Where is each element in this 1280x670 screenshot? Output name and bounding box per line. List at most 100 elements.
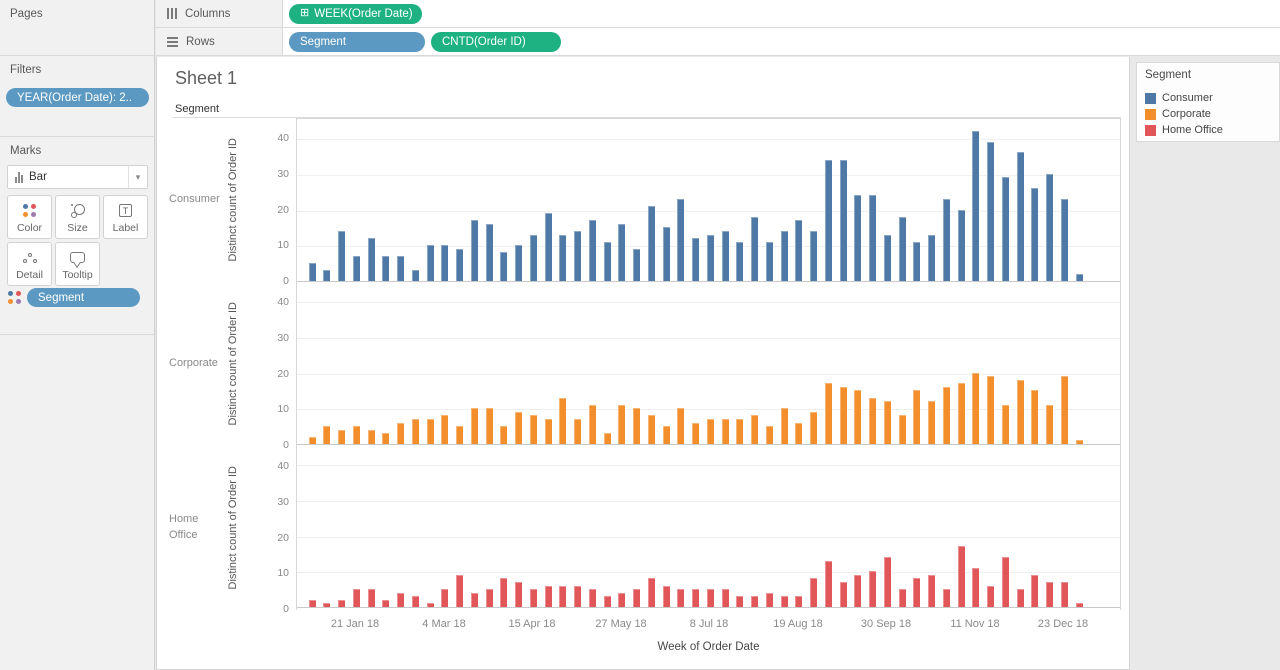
bar[interactable] (825, 561, 832, 607)
bar[interactable] (471, 408, 478, 444)
bar[interactable] (441, 589, 448, 607)
legend-item[interactable]: Home Office (1145, 122, 1275, 138)
bar[interactable] (810, 578, 817, 607)
bar[interactable] (972, 131, 979, 281)
bar[interactable] (456, 575, 463, 607)
bar[interactable] (323, 426, 330, 444)
bar[interactable] (692, 589, 699, 607)
legend-item[interactable]: Corporate (1145, 106, 1275, 122)
expand-plus-icon[interactable]: ⊞ (300, 7, 310, 19)
bar[interactable] (441, 245, 448, 281)
bar[interactable] (427, 245, 434, 281)
bar[interactable] (1017, 589, 1024, 607)
bar[interactable] (486, 224, 493, 281)
pill-segment[interactable]: Segment (289, 31, 425, 52)
bar[interactable] (987, 586, 994, 607)
marks-pill-segment[interactable]: Segment (27, 288, 140, 307)
bar[interactable] (854, 195, 861, 281)
bar[interactable] (648, 415, 655, 444)
bar[interactable] (559, 586, 566, 607)
bar[interactable] (309, 437, 316, 444)
bar[interactable] (1002, 557, 1009, 607)
bar[interactable] (854, 575, 861, 607)
bar[interactable] (1076, 274, 1083, 281)
bar[interactable] (397, 593, 404, 607)
bar[interactable] (913, 242, 920, 281)
bar[interactable] (766, 426, 773, 444)
bar[interactable] (309, 600, 316, 607)
bar[interactable] (353, 589, 360, 607)
bar[interactable] (368, 589, 375, 607)
marks-button-color[interactable]: Color (7, 195, 52, 239)
bar[interactable] (884, 401, 891, 444)
bar[interactable] (736, 419, 743, 444)
bar[interactable] (323, 603, 330, 607)
bar[interactable] (353, 426, 360, 444)
bar[interactable] (677, 589, 684, 607)
bar[interactable] (648, 206, 655, 281)
bar[interactable] (353, 256, 360, 281)
bar[interactable] (854, 390, 861, 444)
bar[interactable] (722, 589, 729, 607)
rows-shelf[interactable]: Rows Segment CNTD(Order ID) (156, 28, 1280, 56)
marks-button-detail[interactable]: Detail (7, 242, 52, 286)
bar[interactable] (1061, 582, 1068, 607)
bar[interactable] (1031, 390, 1038, 444)
bar[interactable] (795, 220, 802, 281)
bar[interactable] (899, 217, 906, 281)
bar[interactable] (692, 423, 699, 444)
bar[interactable] (928, 575, 935, 607)
bar[interactable] (515, 582, 522, 607)
bar[interactable] (604, 242, 611, 281)
legend-item[interactable]: Consumer (1145, 90, 1275, 106)
bar[interactable] (899, 415, 906, 444)
bar[interactable] (500, 426, 507, 444)
bar[interactable] (574, 419, 581, 444)
bar[interactable] (382, 256, 389, 281)
bar[interactable] (500, 252, 507, 281)
bar[interactable] (545, 213, 552, 281)
bar[interactable] (618, 593, 625, 607)
bar[interactable] (736, 596, 743, 607)
bar[interactable] (707, 419, 714, 444)
bar[interactable] (972, 373, 979, 444)
bar[interactable] (1002, 177, 1009, 281)
bar[interactable] (884, 235, 891, 281)
bar[interactable] (781, 408, 788, 444)
bar[interactable] (722, 419, 729, 444)
bar[interactable] (559, 235, 566, 281)
bar[interactable] (751, 596, 758, 607)
filters-shelf[interactable]: Filters YEAR(Order Date): 2.. (0, 56, 155, 137)
bar[interactable] (559, 398, 566, 444)
bar[interactable] (500, 578, 507, 607)
bar[interactable] (958, 383, 965, 444)
bar[interactable] (633, 249, 640, 281)
pill-cntd-order-id[interactable]: CNTD(Order ID) (431, 31, 561, 52)
bar[interactable] (781, 596, 788, 607)
bar[interactable] (692, 238, 699, 281)
bar[interactable] (515, 245, 522, 281)
bar[interactable] (928, 235, 935, 281)
bar[interactable] (869, 195, 876, 281)
mark-type-dropdown[interactable]: Bar ▾ (7, 165, 148, 189)
bar[interactable] (840, 160, 847, 281)
bar[interactable] (707, 235, 714, 281)
bar[interactable] (633, 408, 640, 444)
bar[interactable] (677, 199, 684, 281)
marks-button-tooltip[interactable]: Tooltip (55, 242, 100, 286)
bar[interactable] (943, 589, 950, 607)
bar[interactable] (382, 433, 389, 444)
bar[interactable] (707, 589, 714, 607)
bar[interactable] (795, 423, 802, 444)
bar[interactable] (1061, 199, 1068, 281)
bar[interactable] (1076, 603, 1083, 607)
bar[interactable] (913, 578, 920, 607)
bar[interactable] (766, 242, 773, 281)
bar[interactable] (1031, 575, 1038, 607)
bar[interactable] (382, 600, 389, 607)
bar[interactable] (840, 387, 847, 444)
bar[interactable] (884, 557, 891, 607)
bar[interactable] (1076, 440, 1083, 444)
bar[interactable] (545, 586, 552, 607)
bar[interactable] (618, 224, 625, 281)
